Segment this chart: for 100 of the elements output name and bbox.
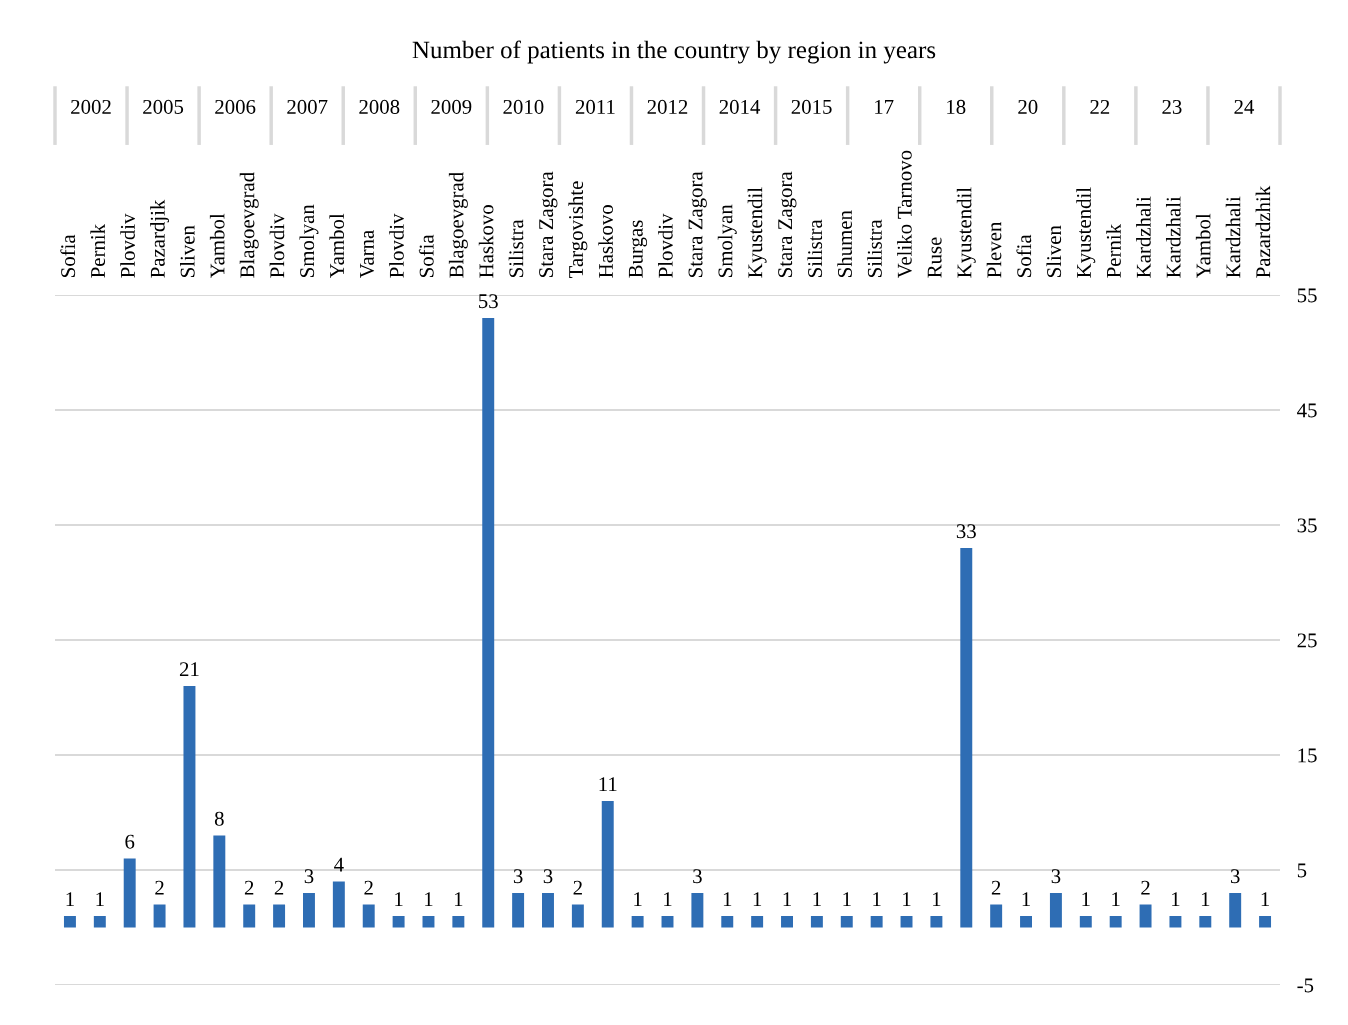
x-tick-label: Pazardzhik: [1255, 185, 1271, 278]
data-label: 3: [1230, 869, 1240, 884]
bar: [332, 881, 345, 928]
x-tick-label: Stara Zagora: [539, 171, 558, 277]
x-tick-label: Targovishte: [568, 181, 588, 278]
x-tick-label: Silistra: [867, 219, 882, 277]
bar: [63, 916, 76, 928]
data-label: 2: [1141, 880, 1150, 895]
data-label: 3: [693, 869, 702, 884]
x-tick-label: Haskovo: [598, 205, 613, 278]
x-tick-label: Burgas: [628, 220, 648, 278]
text: 2009: [431, 99, 472, 114]
data-label: 1: [634, 892, 642, 907]
text: 2014: [719, 99, 761, 114]
bar: [1139, 904, 1152, 928]
data-label: 1: [873, 892, 881, 907]
data-label: 3: [513, 869, 523, 884]
x-tick-label: Silistra: [807, 219, 823, 277]
text: 2012: [647, 99, 688, 114]
bar: [631, 916, 644, 928]
data-label: 8: [214, 811, 224, 826]
bar: [601, 801, 614, 928]
text: 2010: [503, 99, 544, 114]
bar: [153, 904, 166, 928]
data-label: 2: [573, 880, 582, 895]
data-label: 1: [66, 892, 74, 907]
x-tick-label: Pernik: [1106, 223, 1121, 278]
data-label: 1: [96, 892, 104, 907]
x-tick-label: Kardzhali: [1165, 196, 1181, 278]
bar: [1169, 916, 1182, 928]
x-tick-label: Sofia: [1016, 234, 1032, 277]
data-label: 2: [274, 880, 284, 895]
text: 17: [875, 99, 894, 114]
bar: [302, 893, 315, 928]
x-tick-label: Plovdiv: [389, 213, 404, 278]
bar: [990, 904, 1003, 928]
bar: [542, 893, 554, 928]
data-label: 1: [664, 892, 672, 907]
x-tick-label: Yambol: [209, 213, 225, 279]
x-tick-label: Kardzhali: [1136, 196, 1151, 278]
text: 2005: [143, 99, 184, 114]
data-label: 1: [933, 892, 941, 907]
bar: [721, 916, 734, 928]
x-tick-label: Shumen: [837, 210, 852, 277]
bar: [691, 893, 704, 928]
text: 2006: [215, 99, 256, 114]
bar: [1020, 916, 1033, 928]
data-label: 1: [813, 892, 821, 907]
x-tick-label: Sofia: [418, 234, 434, 277]
x-tick-label: Silistra: [508, 219, 524, 277]
data-label: 1: [1022, 892, 1030, 907]
bar: [751, 916, 764, 928]
bar: [183, 686, 196, 928]
x-tick-label: Blagoevgrad: [448, 172, 468, 278]
bar: [960, 548, 973, 928]
bar: [870, 916, 883, 928]
text: 23: [1162, 99, 1182, 114]
x-tick-label: Ruse: [927, 237, 942, 278]
y-tick-label: 5: [1297, 863, 1307, 878]
y-tick-label: 35: [1297, 518, 1317, 533]
bar: [1079, 916, 1092, 928]
bar: [1049, 893, 1062, 928]
x-tick-label: Pazardjik: [150, 199, 170, 278]
y-tick-label: 55: [1297, 288, 1317, 303]
bar: [123, 858, 136, 928]
bar: [273, 904, 286, 928]
text: 2007: [287, 99, 328, 114]
data-label: 1: [1172, 892, 1180, 907]
text: 2002: [71, 99, 111, 114]
text: 18: [947, 99, 966, 114]
text: 2015: [791, 99, 832, 114]
data-label: 2: [244, 880, 254, 895]
data-label: 1: [753, 892, 762, 907]
data-label: 1: [783, 892, 791, 907]
data-label: 33: [956, 524, 976, 539]
bar: [392, 916, 405, 928]
data-label: 2: [155, 880, 164, 895]
bar: [1199, 916, 1212, 928]
x-tick-label: Stara Zagora: [778, 171, 797, 277]
text: 20: [1018, 99, 1038, 114]
bar: [930, 916, 943, 928]
x-tick-label: Plovdiv: [658, 213, 673, 278]
x-tick-label: Kardzhali: [1225, 196, 1241, 278]
bar: [810, 916, 823, 928]
data-label: 11: [599, 777, 617, 792]
bar: [482, 318, 495, 928]
data-label: 1: [1082, 892, 1090, 907]
data-label: 6: [125, 834, 135, 849]
y-tick-label: -5: [1297, 978, 1314, 993]
x-tick-label: Pleven: [986, 221, 1002, 278]
x-tick-label: Yambol: [1195, 213, 1211, 279]
x-tick-label: Sliven: [1046, 225, 1062, 277]
bar: [362, 904, 375, 928]
text: 22: [1090, 99, 1110, 114]
data-label: 3: [304, 869, 314, 884]
bar: [93, 916, 106, 928]
bar: [1109, 916, 1122, 928]
data-label: 1: [425, 892, 433, 907]
data-label: 3: [1051, 869, 1061, 884]
bar: [452, 916, 465, 928]
